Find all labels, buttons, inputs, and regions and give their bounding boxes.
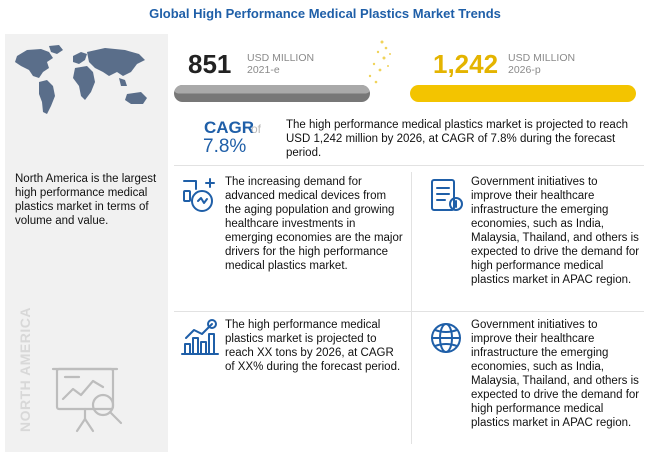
unit-label-2021: USD MILLION <box>247 52 315 64</box>
driver-description: The increasing demand for advanced medic… <box>225 176 403 272</box>
north-america-description: North America is the largest high perfor… <box>15 173 157 227</box>
market-value-2021: 851 <box>188 49 232 79</box>
cagr-value: 7.8% <box>203 136 247 157</box>
globe-icon <box>431 323 461 353</box>
decorative-dots <box>364 40 391 90</box>
value-bar-2026 <box>410 85 636 102</box>
year-label-2026: 2026-p <box>508 64 541 76</box>
divider <box>174 165 644 166</box>
growth-chart-icon <box>181 319 219 355</box>
volume-forecast-description: The high performance medical plastics ma… <box>225 319 401 373</box>
region-label: NORTH AMERICA <box>17 307 33 432</box>
presentation-analytics-icon <box>51 367 123 433</box>
cagr-description: The high performance medical plastics ma… <box>286 119 628 159</box>
value-bar-2021-highlight <box>174 85 370 94</box>
left-panel: North America is the largest high perfor… <box>5 34 168 452</box>
world-map-icon <box>15 45 147 114</box>
market-value-2026: 1,242 <box>433 49 499 79</box>
divider <box>411 172 412 444</box>
apac-initiatives-description-2: Government initiatives to improve their … <box>471 319 640 429</box>
divider <box>174 311 644 312</box>
cagr-of: of <box>251 122 262 136</box>
page-title: Global High Performance Medical Plastics… <box>149 6 501 21</box>
cagr-label: CAGR <box>204 118 255 137</box>
year-label-2021: 2021-e <box>247 64 280 76</box>
unit-label-2026: USD MILLION <box>508 52 576 64</box>
government-document-icon <box>431 179 463 211</box>
medical-devices-icon <box>183 178 215 212</box>
apac-initiatives-description: Government initiatives to improve their … <box>471 176 640 286</box>
